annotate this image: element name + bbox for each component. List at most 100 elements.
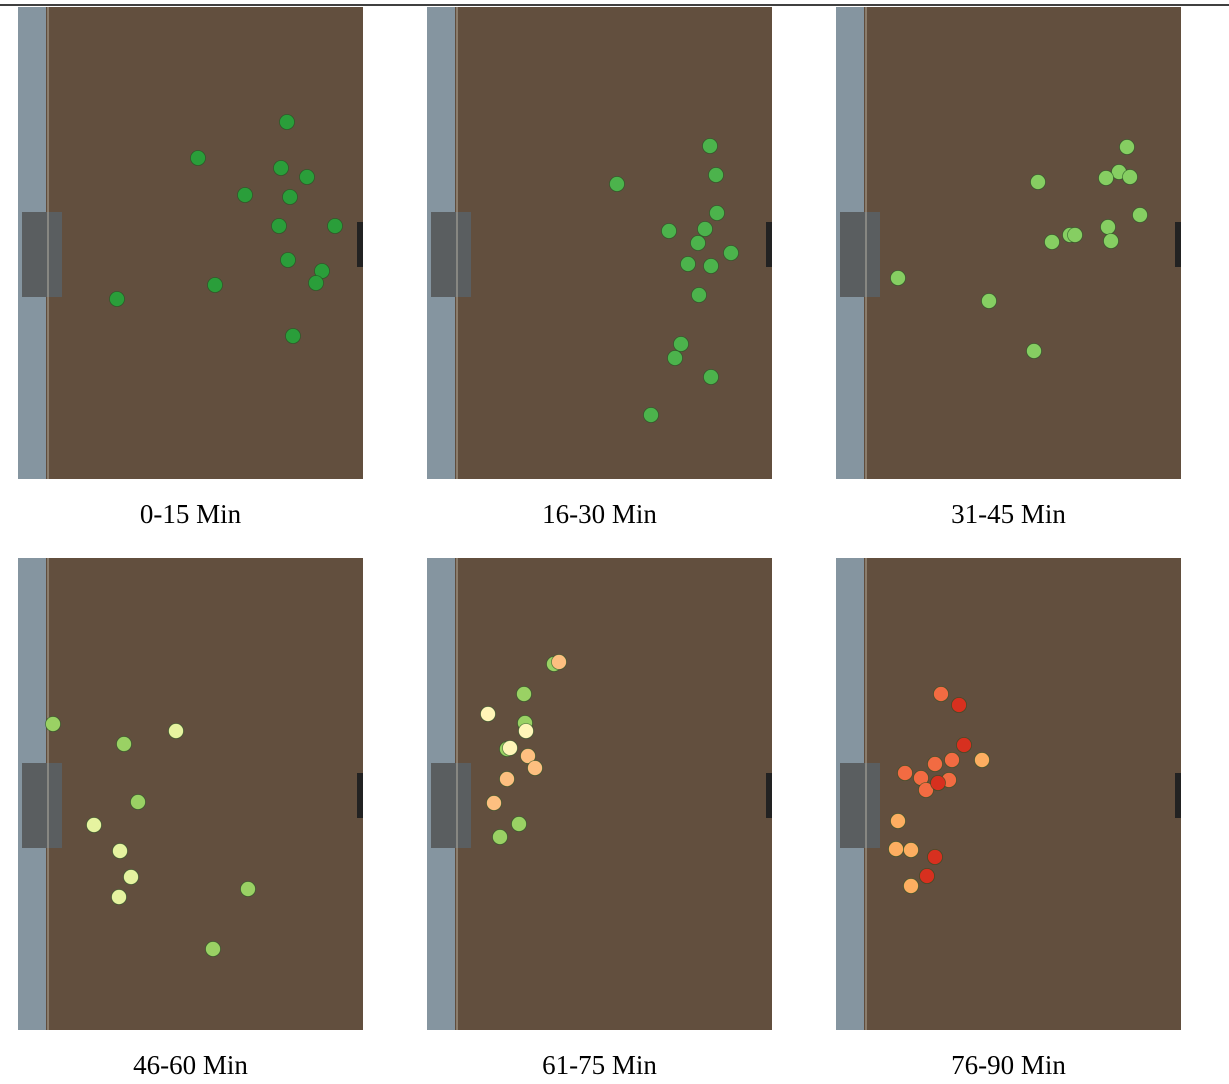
stand-roof bbox=[840, 763, 880, 848]
player-dot bbox=[206, 942, 221, 957]
player-dot bbox=[1104, 234, 1119, 249]
player-dot bbox=[124, 870, 139, 885]
player-dot bbox=[1120, 140, 1135, 155]
player-dot bbox=[698, 222, 713, 237]
panel-caption: 76-90 Min bbox=[951, 1050, 1066, 1079]
player-dot bbox=[113, 844, 128, 859]
player-dot bbox=[709, 168, 724, 183]
player-dot bbox=[552, 655, 567, 670]
panel bbox=[18, 558, 363, 1030]
player-dot bbox=[703, 139, 718, 154]
figure: 0-15 Min 16-30 Min 31-45 Min 46-60 Min 61-75… bbox=[0, 0, 1229, 1079]
player-dot bbox=[920, 869, 935, 884]
player-dot bbox=[704, 370, 719, 385]
player-dot bbox=[904, 879, 919, 894]
panel bbox=[427, 558, 772, 1030]
player-dot bbox=[274, 161, 289, 176]
player-dot bbox=[1101, 220, 1116, 235]
player-dot bbox=[898, 766, 913, 781]
player-dot bbox=[281, 253, 296, 268]
field-texture bbox=[48, 558, 363, 1030]
panel-caption: 0-15 Min bbox=[140, 499, 242, 529]
player-dot bbox=[309, 276, 324, 291]
goal bbox=[766, 222, 772, 267]
player-dot bbox=[644, 408, 659, 423]
player-dot bbox=[169, 724, 184, 739]
player-dot bbox=[1099, 171, 1114, 186]
player-dot bbox=[982, 294, 997, 309]
player-dot bbox=[500, 772, 515, 787]
panel bbox=[836, 7, 1181, 479]
player-dot bbox=[692, 288, 707, 303]
player-dot bbox=[934, 687, 949, 702]
player-dot bbox=[481, 707, 496, 722]
player-dot bbox=[952, 698, 967, 713]
player-dot bbox=[191, 151, 206, 166]
player-dot bbox=[328, 219, 343, 234]
player-dot bbox=[487, 796, 502, 811]
player-dot bbox=[928, 757, 943, 772]
player-dot bbox=[891, 814, 906, 829]
stand-roof bbox=[431, 212, 471, 297]
player-dot bbox=[1045, 235, 1060, 250]
player-dot bbox=[1123, 170, 1138, 185]
player-dot bbox=[957, 738, 972, 753]
player-dot bbox=[283, 190, 298, 205]
goal bbox=[766, 773, 772, 818]
stand-roof bbox=[22, 212, 62, 297]
goal bbox=[357, 222, 363, 267]
player-dot bbox=[517, 687, 532, 702]
player-dot bbox=[1027, 344, 1042, 359]
player-dot bbox=[674, 337, 689, 352]
panel-caption: 61-75 Min bbox=[542, 1050, 657, 1079]
field-texture bbox=[48, 7, 363, 479]
player-dot bbox=[668, 351, 683, 366]
player-dot bbox=[241, 882, 256, 897]
field-texture bbox=[866, 558, 1181, 1030]
player-dot bbox=[110, 292, 125, 307]
player-dot bbox=[931, 776, 946, 791]
player-dot bbox=[512, 817, 527, 832]
field-texture bbox=[866, 7, 1181, 479]
player-dot bbox=[1133, 208, 1148, 223]
player-dot bbox=[610, 177, 625, 192]
player-dot bbox=[945, 753, 960, 768]
player-dot bbox=[1068, 228, 1083, 243]
panel-caption: 31-45 Min bbox=[951, 499, 1066, 529]
player-dot bbox=[280, 115, 295, 130]
player-dot bbox=[272, 219, 287, 234]
player-dot bbox=[117, 737, 132, 752]
panel-caption: 46-60 Min bbox=[133, 1050, 248, 1079]
player-dot bbox=[704, 259, 719, 274]
player-dot bbox=[238, 188, 253, 203]
field-texture bbox=[457, 7, 772, 479]
stand-roof bbox=[431, 763, 471, 848]
goal bbox=[1175, 773, 1181, 818]
panel bbox=[427, 7, 772, 479]
player-dot bbox=[87, 818, 102, 833]
player-dot bbox=[691, 236, 706, 251]
stand-roof bbox=[22, 763, 62, 848]
player-dot bbox=[889, 842, 904, 857]
player-dot bbox=[46, 717, 61, 732]
player-dot bbox=[662, 224, 677, 239]
player-dot bbox=[519, 724, 534, 739]
player-dot bbox=[928, 850, 943, 865]
player-dot bbox=[724, 246, 739, 261]
player-dot bbox=[904, 843, 919, 858]
player-dot bbox=[286, 329, 301, 344]
player-dot bbox=[891, 271, 906, 286]
player-dot bbox=[493, 830, 508, 845]
player-dot bbox=[208, 278, 223, 293]
panel bbox=[18, 7, 363, 479]
field-texture bbox=[457, 558, 772, 1030]
panel-caption: 16-30 Min bbox=[542, 499, 657, 529]
player-dot bbox=[503, 741, 518, 756]
player-dot bbox=[1031, 175, 1046, 190]
player-dot bbox=[681, 257, 696, 272]
player-dot bbox=[710, 206, 725, 221]
player-dot bbox=[300, 170, 315, 185]
player-dot bbox=[975, 753, 990, 768]
player-dot bbox=[112, 890, 127, 905]
player-dot bbox=[131, 795, 146, 810]
